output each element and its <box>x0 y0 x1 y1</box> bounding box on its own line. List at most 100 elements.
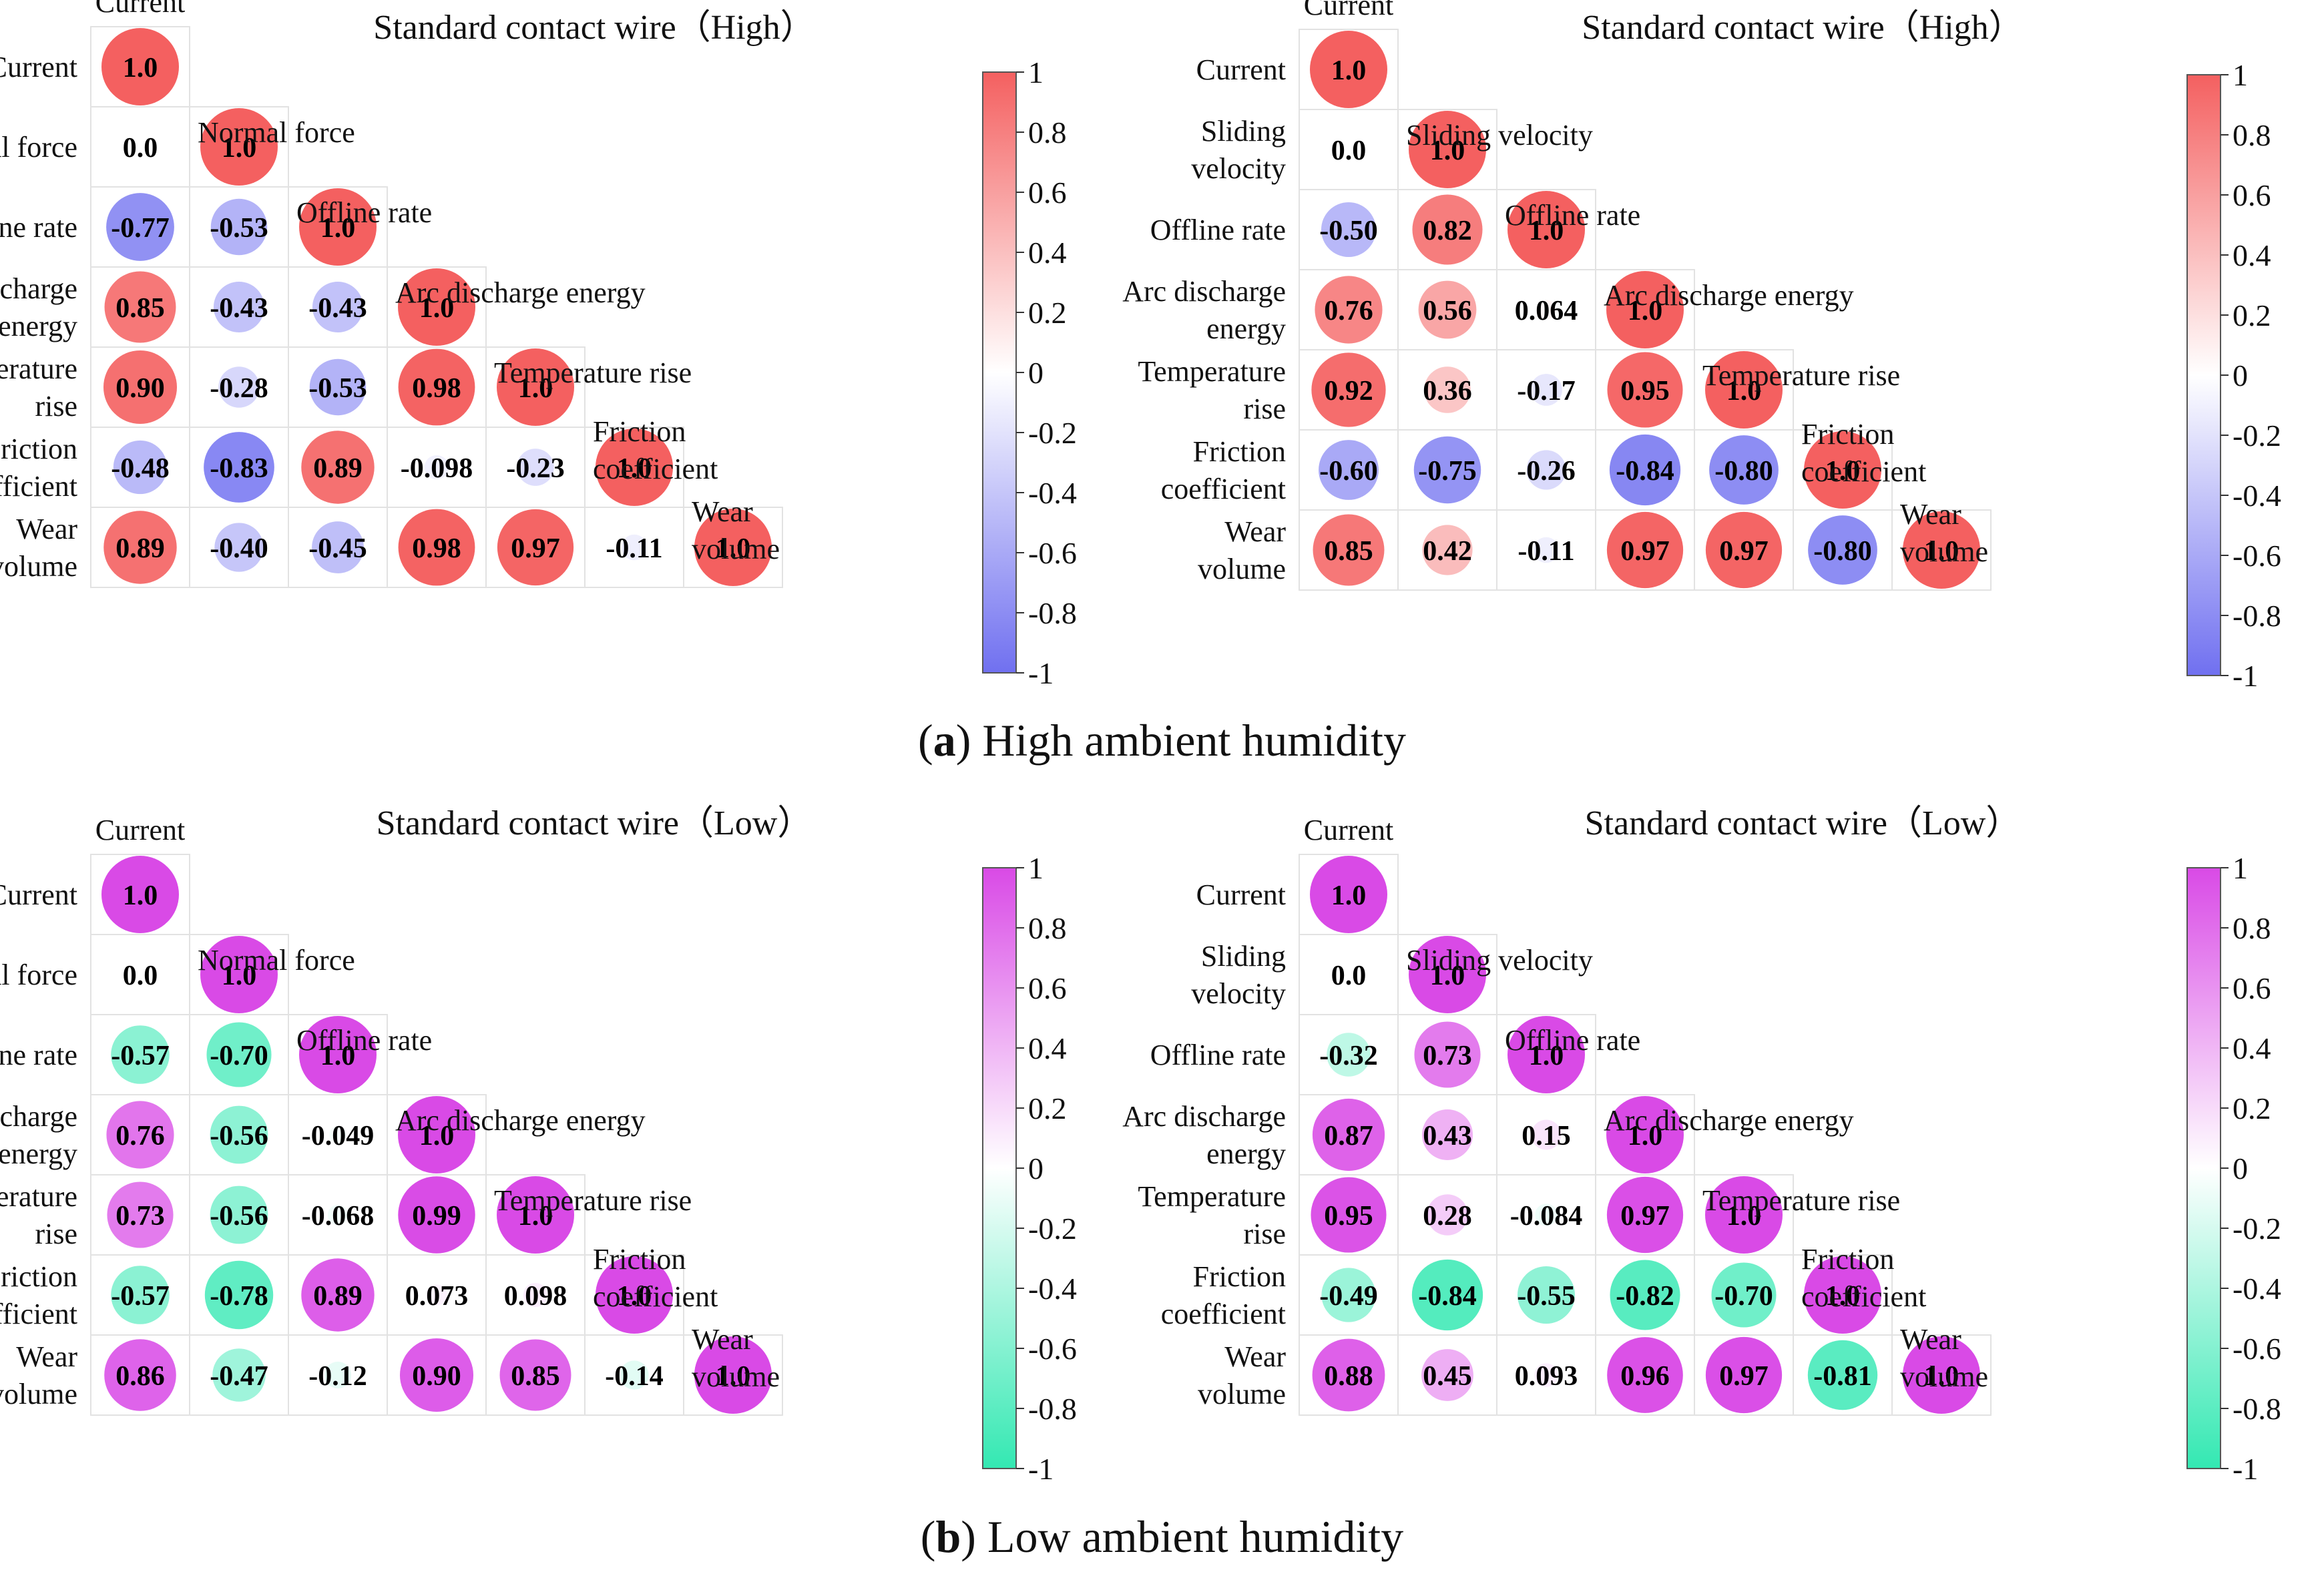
corr-circle-4-2 <box>1535 1204 1558 1226</box>
corr-value-label: -0.084 <box>1510 1201 1583 1232</box>
colorbar-tick-label: -0.8 <box>1028 596 1077 630</box>
corr-circle-3-1 <box>210 1105 268 1164</box>
corr-circle-5-4 <box>517 449 554 486</box>
caption-b-text: Low ambient humidity <box>975 1511 1404 1562</box>
corr-circle-6-4 <box>499 1339 571 1411</box>
colorbar-tick-label: 0 <box>2233 358 2248 392</box>
corr-circle-5-5 <box>1804 1256 1881 1334</box>
corr-circle-3-2 <box>1536 300 1556 320</box>
diagonal-label: Offline rate <box>296 196 432 229</box>
corr-value-label: 0.97 <box>1620 536 1670 567</box>
corr-circle-4-0 <box>107 1181 174 1248</box>
corr-circle-2-2 <box>1507 1016 1585 1093</box>
caption-b-letter: b <box>935 1511 961 1562</box>
corr-circle-3-0 <box>1315 276 1383 344</box>
corr-value-label: -0.70 <box>1714 1281 1773 1312</box>
corr-value-label: -0.53 <box>210 213 268 244</box>
corr-value-label: -0.26 <box>1517 456 1576 487</box>
corr-value-label: 0.88 <box>1324 1361 1373 1392</box>
row-label: Offline rate <box>1150 214 1286 246</box>
colorbar-tick-label: -0.6 <box>2233 1332 2281 1366</box>
row-label: energy <box>0 1137 77 1170</box>
corr-circle-4-4 <box>1705 351 1783 429</box>
corr-circle-5-5 <box>1804 431 1881 509</box>
caption-a-letter: a <box>933 715 956 766</box>
corr-circle-2-2 <box>1507 191 1585 268</box>
colorbar-tick-label: 1 <box>2233 58 2248 92</box>
corr-value-label: 1.0 <box>222 133 257 164</box>
diagonal-label: Arc discharge energy <box>1604 279 1854 312</box>
row-label: Normal force <box>0 131 77 164</box>
corr-circle-6-6 <box>1903 1336 1980 1414</box>
row-label: energy <box>0 310 77 342</box>
colorbar-tick-label: 0.8 <box>1028 115 1067 150</box>
colorbar-tick-label: -1 <box>1028 656 1054 690</box>
corr-value-label: 0.73 <box>115 1201 165 1232</box>
corr-circle-6-1 <box>1421 1349 1473 1401</box>
corr-circle-4-3 <box>398 1176 475 1254</box>
corr-value-label: -0.11 <box>1518 536 1574 567</box>
corr-value-label: 0.36 <box>1423 376 1472 407</box>
caption-a: (a) High ambient humidity <box>918 715 1406 766</box>
corr-value-label: -0.53 <box>308 373 367 404</box>
corr-value-label: -0.75 <box>1418 456 1477 487</box>
diagonal-label: Normal force <box>198 944 355 977</box>
colorbar-tick-label: 0.6 <box>1028 176 1067 210</box>
corr-circle-6-5 <box>621 534 648 561</box>
corr-circle-6-3 <box>1607 1337 1683 1413</box>
diagonal-label: Friction <box>593 1243 686 1276</box>
colorbar-tick-label: 1 <box>1028 851 1043 885</box>
diagonal-label: Temperature rise <box>494 1184 692 1217</box>
corr-value-label: 1.0 <box>1529 216 1564 246</box>
corr-value-label: 0.89 <box>313 453 363 484</box>
corr-value-label: 0.064 <box>1515 296 1578 326</box>
corr-circle-3-2 <box>329 1126 346 1143</box>
colorbar-tick-label: -0.4 <box>2233 479 2281 513</box>
colorbar-tick-label: -1 <box>2233 659 2258 693</box>
corr-value-label: -0.77 <box>111 213 170 244</box>
corr-circle-5-0 <box>113 440 168 495</box>
colorbar-tick-label: -1 <box>1028 1452 1054 1486</box>
colorbar-tick-label: 0.4 <box>1028 1031 1067 1065</box>
corr-circle-6-0 <box>103 511 177 584</box>
diagonal-label: Friction <box>593 415 686 448</box>
row-label: rise <box>35 390 77 423</box>
corr-value-label: 1.0 <box>1628 1121 1663 1151</box>
diagonal-label: Normal force <box>198 116 355 149</box>
corr-circle-5-3 <box>424 455 449 480</box>
corr-value-label: 0.43 <box>1423 1121 1472 1151</box>
colorbar-tick-label: -0.2 <box>1028 416 1077 450</box>
corr-circle-6-1 <box>212 1348 266 1402</box>
row-label: Current <box>1196 878 1286 911</box>
corr-circle-4-2 <box>327 1204 348 1226</box>
corr-value-label: 0.86 <box>115 1361 165 1392</box>
colorbar-tick-label: 0.2 <box>1028 296 1067 330</box>
row-label: velocity <box>1191 977 1286 1010</box>
diagonal-label: Arc discharge energy <box>395 276 646 309</box>
corr-value-label: 0.97 <box>1620 1201 1670 1232</box>
diagonal-label: coefficient <box>593 453 718 485</box>
corr-circle-6-3 <box>1606 511 1684 589</box>
corr-value-label: 0.90 <box>412 1361 461 1392</box>
corr-circle-6-6 <box>694 1336 772 1414</box>
corr-value-label: -0.48 <box>111 453 170 484</box>
corr-circle-1-1 <box>1409 936 1486 1013</box>
corr-circle-2-1 <box>1412 194 1483 265</box>
colorbar-tick-label: 0.6 <box>2233 971 2271 1005</box>
diagonal-label: Friction <box>1801 1243 1894 1276</box>
corr-circle-5-0 <box>1319 440 1379 500</box>
corr-circle-5-1 <box>1413 436 1481 504</box>
corr-value-label: 1.0 <box>1529 1041 1564 1071</box>
corr-value-label: 1.0 <box>320 1041 356 1071</box>
corr-value-label: 1.0 <box>518 373 553 404</box>
corr-circle-6-2 <box>1534 1363 1558 1387</box>
row-label: Temperature <box>0 352 77 385</box>
row-label: Arc discharge <box>0 1100 77 1133</box>
corr-value-label: 0.093 <box>1515 1361 1578 1392</box>
diagonal-label: Temperature rise <box>1702 1184 1900 1217</box>
corr-value-label: 1.0 <box>617 453 652 484</box>
corr-circle-6-2 <box>312 521 364 573</box>
corr-circle-5-1 <box>204 1260 274 1330</box>
corr-circle-4-4 <box>497 348 574 426</box>
corr-value-label: -0.84 <box>1616 456 1674 487</box>
